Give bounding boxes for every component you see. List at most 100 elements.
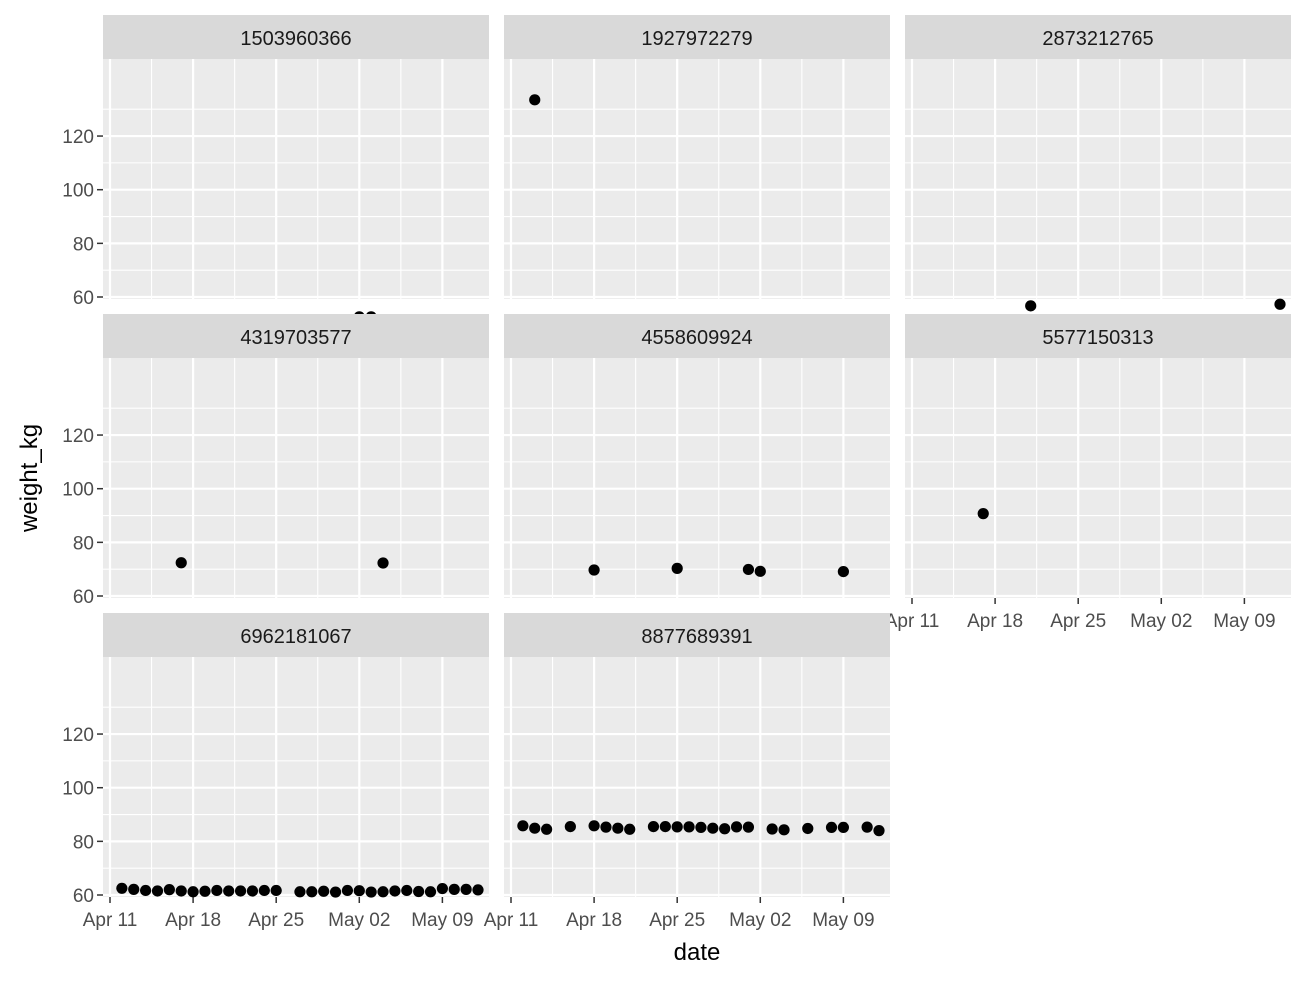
data-point <box>600 821 612 833</box>
plot-background <box>103 657 489 897</box>
data-point <box>258 884 270 897</box>
x-tick-label: Apr 18 <box>967 611 1023 632</box>
plot-background <box>103 358 489 598</box>
facet-panel: 1503960366 60 80 100 120 <box>62 15 489 325</box>
y-tick-label: 120 <box>62 426 94 447</box>
data-point <box>588 820 600 832</box>
data-point <box>873 825 885 837</box>
data-point <box>529 822 541 834</box>
y-tick-label: 100 <box>62 779 94 800</box>
x-tick-label: Apr 11 <box>83 910 138 931</box>
y-tick-label: 120 <box>62 725 94 746</box>
data-point <box>659 820 671 833</box>
y-tick-label: 80 <box>73 533 94 554</box>
facet-panel: 5577150313 Apr 11 Apr 18 Apr 25 May 02 May 09 <box>885 314 1291 632</box>
plot-background <box>905 59 1291 299</box>
y-tick-label: 100 <box>62 181 94 202</box>
data-point <box>151 885 164 897</box>
facet-strip <box>103 15 489 59</box>
data-point <box>1025 300 1037 312</box>
data-point <box>413 885 425 898</box>
data-point <box>837 565 849 578</box>
x-tick-label: May 09 <box>812 910 874 931</box>
facet-strip-label: 6962181067 <box>240 626 351 648</box>
data-point <box>671 821 683 833</box>
data-point <box>472 884 484 896</box>
data-point <box>448 883 460 895</box>
data-point <box>116 882 128 894</box>
data-point <box>341 884 354 897</box>
data-point <box>365 886 377 898</box>
facet-strip-label: 5577150313 <box>1042 327 1153 349</box>
x-tick-label: Apr 18 <box>165 910 221 931</box>
x-tick-label: Apr 25 <box>248 910 304 931</box>
y-tick-label: 80 <box>73 832 94 853</box>
facet-panel: 2873212765 <box>905 15 1291 325</box>
y-axis-title: weight_kg <box>16 424 43 533</box>
data-point <box>1274 298 1286 310</box>
facet-panel: 1927972279 <box>504 15 890 325</box>
data-point <box>766 823 778 835</box>
plot-background <box>504 59 890 299</box>
y-tick-label: 100 <box>62 480 94 501</box>
data-point <box>778 824 790 836</box>
data-point <box>742 821 755 833</box>
x-tick-label: Apr 11 <box>484 910 539 931</box>
x-tick-label: May 02 <box>328 910 390 931</box>
facet-strip <box>504 314 890 358</box>
data-point <box>647 820 660 833</box>
data-point <box>175 885 187 897</box>
data-point <box>671 562 683 574</box>
data-point <box>517 820 529 832</box>
data-point <box>802 822 814 835</box>
data-point <box>612 822 624 834</box>
data-point <box>529 94 541 106</box>
data-point <box>730 821 743 833</box>
data-point <box>140 884 152 897</box>
x-tick-label: May 09 <box>1213 611 1275 632</box>
y-tick-label: 80 <box>73 234 94 255</box>
data-point <box>377 557 389 569</box>
data-point <box>199 885 211 897</box>
data-point <box>389 885 401 897</box>
plot-background <box>103 59 489 299</box>
facet-strip <box>103 314 489 358</box>
data-point <box>683 821 695 833</box>
facet-panel: 4319703577 60 80 100 120 <box>62 314 489 624</box>
data-point <box>246 885 259 897</box>
y-tick-label: 60 <box>73 886 94 907</box>
facet-panel: 6962181067 60 80 100 120 Apr 11 Apr 18 Apr 25 Ma… <box>62 613 489 931</box>
data-point <box>424 886 437 898</box>
facet-panel: 4558609924 <box>504 314 890 624</box>
plot-background <box>504 358 890 598</box>
data-point <box>294 886 306 898</box>
facet-strip <box>103 613 489 657</box>
data-point <box>564 820 576 833</box>
x-tick-label: May 09 <box>411 910 473 931</box>
data-point <box>754 565 766 577</box>
data-point <box>223 885 235 897</box>
data-point <box>353 885 365 897</box>
data-point <box>624 823 636 835</box>
data-point <box>306 886 318 898</box>
x-axis-title: date <box>674 939 721 966</box>
x-tick-label: Apr 18 <box>566 910 622 931</box>
data-point <box>377 886 389 898</box>
data-point <box>861 821 873 833</box>
data-point <box>977 508 989 520</box>
data-point <box>695 821 707 834</box>
x-tick-label: Apr 25 <box>649 910 705 931</box>
data-point <box>234 885 247 897</box>
data-point <box>837 821 849 834</box>
facet-strip-label: 8877689391 <box>641 626 752 648</box>
facet-strip <box>504 613 890 657</box>
plot-background <box>504 657 890 897</box>
facet-strip-label: 4558609924 <box>641 327 752 349</box>
data-point <box>211 884 223 897</box>
data-point <box>460 883 472 895</box>
data-point <box>436 882 448 895</box>
data-point <box>318 885 330 897</box>
data-point <box>825 821 838 834</box>
data-point <box>588 564 600 576</box>
